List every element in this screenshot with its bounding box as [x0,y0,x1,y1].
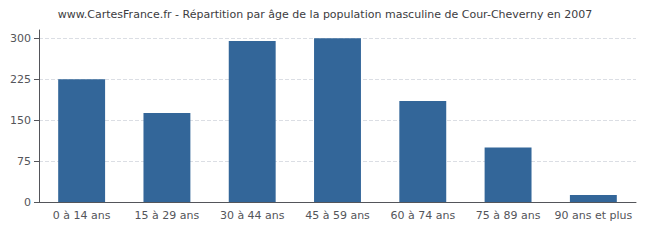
svg-text:300: 300 [10,32,31,45]
svg-text:60 à 74 ans: 60 à 74 ans [390,209,455,222]
svg-text:150: 150 [10,114,31,127]
svg-text:www.CartesFrance.fr - Répartit: www.CartesFrance.fr - Répartition par âg… [58,8,592,21]
svg-text:90 ans et plus: 90 ans et plus [554,209,632,222]
svg-text:30 à 44 ans: 30 à 44 ans [220,209,285,222]
svg-text:225: 225 [10,73,31,86]
svg-text:75: 75 [17,155,31,168]
svg-text:75 à 89 ans: 75 à 89 ans [476,209,541,222]
svg-text:15 à 29 ans: 15 à 29 ans [135,209,200,222]
svg-text:45 à 59 ans: 45 à 59 ans [305,209,370,222]
svg-text:0: 0 [24,196,31,209]
svg-text:0 à 14 ans: 0 à 14 ans [53,209,111,222]
